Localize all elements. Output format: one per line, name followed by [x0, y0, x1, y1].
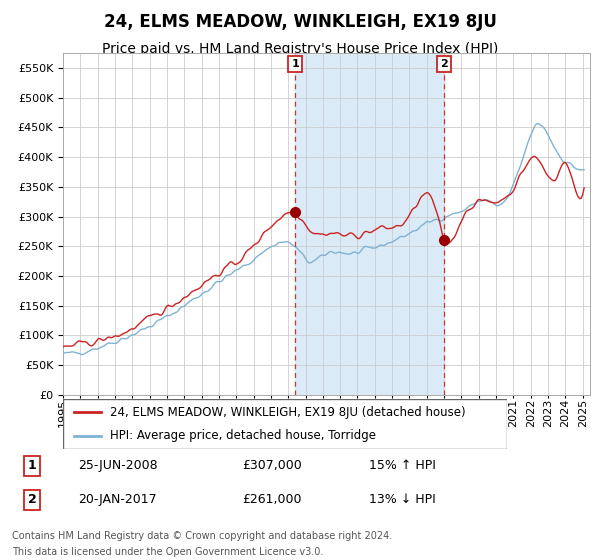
Text: 13% ↓ HPI: 13% ↓ HPI	[369, 493, 436, 506]
Text: 24, ELMS MEADOW, WINKLEIGH, EX19 8JU: 24, ELMS MEADOW, WINKLEIGH, EX19 8JU	[104, 13, 496, 31]
Text: 25-JUN-2008: 25-JUN-2008	[78, 459, 158, 472]
Text: Price paid vs. HM Land Registry's House Price Index (HPI): Price paid vs. HM Land Registry's House …	[102, 42, 498, 56]
Text: 15% ↑ HPI: 15% ↑ HPI	[369, 459, 436, 472]
Text: This data is licensed under the Open Government Licence v3.0.: This data is licensed under the Open Gov…	[12, 547, 323, 557]
Text: 1: 1	[292, 59, 299, 69]
Bar	[295, 53, 444, 395]
Text: £261,000: £261,000	[242, 493, 302, 506]
Text: Contains HM Land Registry data © Crown copyright and database right 2024.: Contains HM Land Registry data © Crown c…	[12, 531, 392, 541]
Text: 2: 2	[440, 59, 448, 69]
Text: £307,000: £307,000	[242, 459, 302, 472]
Text: HPI: Average price, detached house, Torridge: HPI: Average price, detached house, Torr…	[110, 429, 376, 442]
Text: 2: 2	[28, 493, 37, 506]
Text: 20-JAN-2017: 20-JAN-2017	[78, 493, 157, 506]
Text: 24, ELMS MEADOW, WINKLEIGH, EX19 8JU (detached house): 24, ELMS MEADOW, WINKLEIGH, EX19 8JU (de…	[110, 406, 465, 419]
Text: 1: 1	[28, 459, 37, 472]
